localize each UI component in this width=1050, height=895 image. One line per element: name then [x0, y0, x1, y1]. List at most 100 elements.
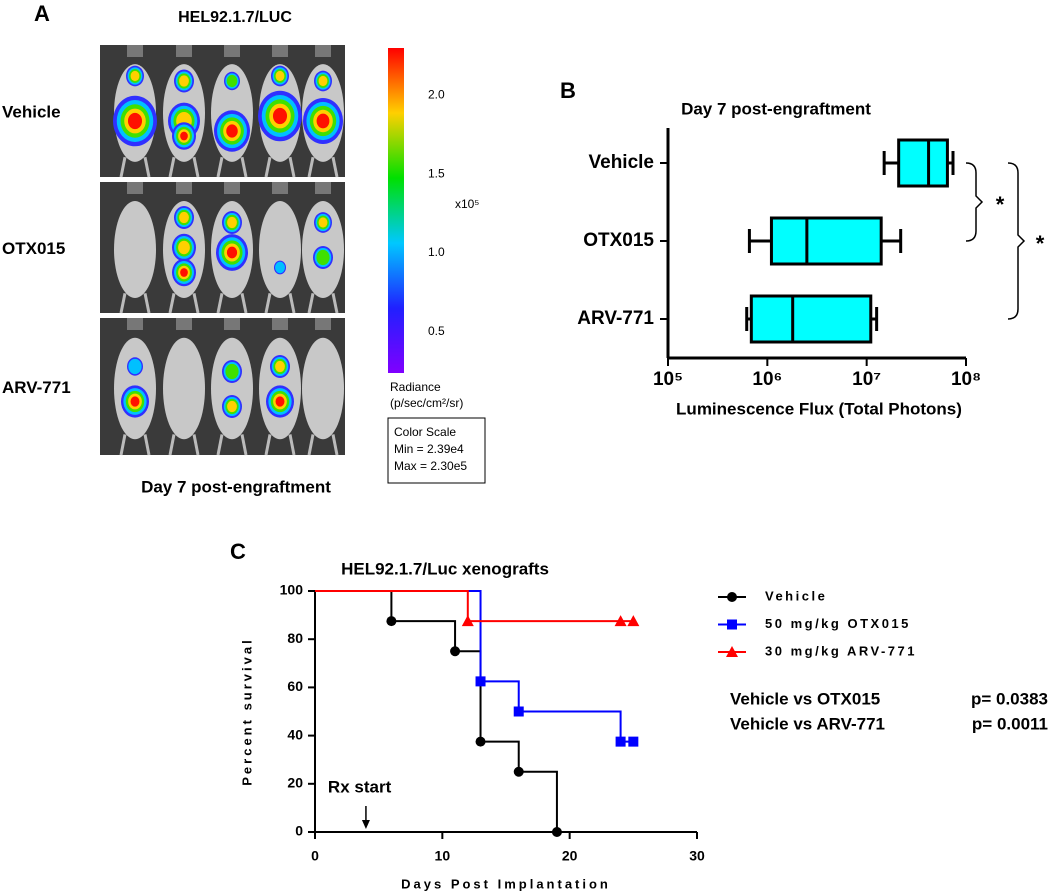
row-label: OTX015 — [2, 239, 65, 258]
mouse-tail — [288, 293, 296, 314]
mouse-holder — [272, 318, 288, 330]
step-line — [518, 710, 622, 742]
signal — [316, 113, 330, 129]
mouse-tail — [143, 434, 151, 456]
box — [749, 294, 873, 344]
signal — [275, 70, 285, 82]
mouse-tail — [216, 293, 224, 314]
x-tick-label: 10⁶ — [752, 369, 782, 390]
significance: * — [996, 192, 1005, 217]
bracket — [965, 162, 984, 242]
marker — [614, 615, 627, 627]
annotation: Rx start — [328, 777, 392, 796]
caption: Day 7 post-engraftment — [141, 477, 331, 496]
y-tick-label: 0 — [295, 823, 303, 839]
colorbar-tick-label: 1.0 — [428, 245, 445, 259]
mouse-holder — [127, 182, 143, 194]
signal — [128, 358, 142, 375]
mouse-tail — [168, 293, 176, 314]
colorbar-tick-label: 2.0 — [428, 87, 445, 101]
significance: * — [1036, 231, 1045, 256]
mouse-tail — [240, 434, 248, 456]
chart-title: Day 7 post-engraftment — [681, 99, 871, 118]
x-tick-label: 30 — [689, 848, 705, 864]
multiplier: x10⁵ — [455, 197, 479, 211]
signal — [227, 400, 237, 413]
marker — [627, 615, 640, 627]
signal — [226, 246, 238, 259]
mouse-holder — [315, 318, 331, 330]
marker — [475, 676, 486, 687]
row-label: Vehicle — [2, 102, 61, 121]
legend-marker — [726, 646, 738, 657]
mouse-holder — [315, 45, 331, 57]
signal — [226, 74, 238, 88]
panel-label: C — [230, 539, 246, 564]
x-tick-label: 10⁵ — [653, 369, 683, 390]
mouse-tail — [331, 434, 339, 456]
mouse-tail — [192, 293, 200, 314]
chart-title: HEL92.1.7/Luc xenografts — [341, 559, 549, 578]
mouse-holder — [272, 182, 288, 194]
mouse-holder — [224, 318, 240, 330]
mouse-holder — [176, 45, 192, 57]
marker — [551, 827, 562, 837]
y-tick-label: 20 — [287, 775, 303, 791]
x-axis-label: Days Post Implantation — [401, 876, 611, 891]
signal — [316, 249, 330, 266]
step-line — [455, 650, 482, 742]
mouse-tail — [119, 434, 127, 456]
legend-label: 50 mg/kg OTX015 — [765, 616, 911, 631]
stat-value: p= 0.0383 — [971, 689, 1048, 708]
annotation-arrowhead — [361, 820, 370, 829]
colorbar — [388, 48, 404, 373]
x-tick-label: 0 — [311, 848, 319, 864]
box — [769, 216, 883, 266]
mouse-body — [114, 201, 156, 298]
signal — [130, 70, 140, 82]
signal — [225, 363, 239, 380]
x-axis-label: Luminescence Flux (Total Photons) — [676, 399, 962, 418]
signal — [227, 216, 237, 229]
y-tick-label: 100 — [280, 582, 304, 598]
mouse-tail — [192, 156, 200, 178]
x-tick-label: 10 — [435, 848, 451, 864]
signal — [318, 217, 328, 228]
mouse-body — [211, 337, 253, 440]
signal — [127, 112, 143, 130]
mouse-tail — [119, 156, 127, 178]
mouse-tail — [264, 293, 272, 314]
marker — [461, 615, 474, 627]
mouse-tail — [307, 293, 315, 314]
mouse-tail — [307, 156, 315, 178]
signal — [130, 396, 140, 407]
panel-label: B — [560, 78, 576, 103]
scale-max: Max = 2.30e5 — [394, 459, 467, 473]
signal — [275, 360, 285, 373]
scale-box — [387, 417, 486, 484]
colorbar-tick-label: 0.5 — [428, 324, 445, 338]
scale-box-title: Color Scale — [394, 425, 456, 439]
mouse-tail — [192, 434, 200, 456]
signal — [318, 75, 328, 87]
mouse-tail — [143, 156, 151, 178]
marker — [450, 646, 461, 657]
mouse-body — [259, 201, 301, 298]
marker — [475, 736, 486, 747]
marker — [628, 736, 639, 747]
mouse-holder — [176, 318, 192, 330]
colorbar-title: Radiance — [390, 380, 441, 394]
step-line — [315, 590, 393, 622]
mouse-tail — [331, 293, 339, 314]
mouse-tail — [307, 434, 315, 456]
signal — [179, 75, 189, 87]
y-tick-label: 80 — [287, 630, 303, 646]
mouse-tail — [168, 156, 176, 178]
mouse-tail — [216, 156, 224, 178]
colorbar-tick-label: 1.5 — [428, 166, 445, 180]
mouse-tail — [288, 156, 296, 178]
marker — [513, 706, 524, 717]
signal — [180, 268, 188, 277]
y-tick-label: OTX015 — [583, 230, 654, 251]
